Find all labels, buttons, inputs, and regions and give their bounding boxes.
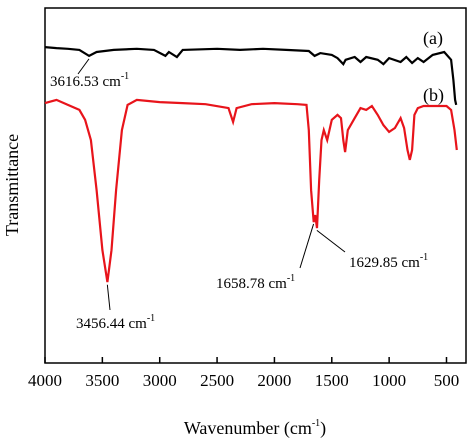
annotation-sup: -1: [147, 313, 155, 324]
annotation-text: 3616.53 cm: [50, 74, 121, 90]
x-tick-label: 3500: [85, 371, 119, 390]
annotation: 1629.85 cm-1: [349, 252, 428, 271]
x-tick-label: 500: [434, 371, 460, 390]
x-tick-label: 1500: [315, 371, 349, 390]
y-axis-label: Transmittance: [2, 134, 22, 236]
annotation-leader: [316, 230, 346, 253]
series-line: [44, 98, 458, 283]
series-line: [44, 46, 458, 106]
annotation-sup: -1: [121, 71, 129, 82]
annotation: 3616.53 cm-1: [50, 71, 129, 90]
x-axis-label: Wavenumber (cm-1): [184, 418, 326, 439]
annotation-leader: [77, 58, 90, 75]
annotation: 3456.44 cm-1: [76, 313, 155, 332]
x-axis-label-text: Wavenumber (cm: [184, 418, 312, 439]
x-tick-label: 2000: [257, 371, 291, 390]
annotation-leader: [299, 223, 315, 269]
annotation-text: 1629.85 cm: [349, 255, 420, 271]
x-tick-label: 2500: [200, 371, 234, 390]
annotation-text: 3456.44 cm: [76, 316, 147, 332]
plot-frame: [44, 7, 467, 364]
x-tick-label: 1000: [372, 371, 406, 390]
annotation-leader: [106, 284, 111, 311]
annotation-sup: -1: [420, 252, 428, 263]
annotation-text: 1658.78 cm: [216, 276, 287, 292]
x-axis-label-end: ): [320, 418, 326, 439]
annotation-sup: -1: [287, 273, 295, 284]
series-label: (a): [423, 28, 443, 49]
x-tick-label: 3000: [143, 371, 177, 390]
x-axis-label-sup: -1: [312, 418, 320, 429]
series-label: (b): [423, 85, 444, 106]
x-tick-label: 4000: [28, 371, 62, 390]
annotation: 1658.78 cm-1: [216, 273, 295, 292]
